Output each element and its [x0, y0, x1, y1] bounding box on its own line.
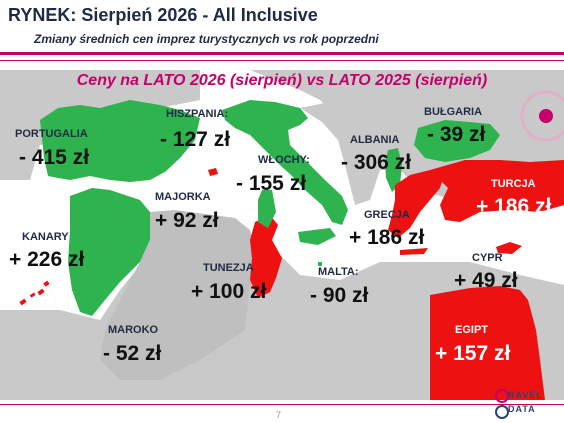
- logo-text-line2: DATA: [508, 404, 536, 414]
- region-value-bulgaria: - 39 zł: [427, 123, 486, 146]
- region-label-tunezja: TUNEZJA: [203, 262, 254, 274]
- region-value-hiszpania: - 127 zł: [160, 128, 231, 151]
- region-label-grecja: GRECJA: [364, 209, 410, 221]
- region-label-egipt: EGIPT: [455, 324, 489, 336]
- logo-mark-icon: [495, 389, 509, 419]
- page-title: RYNEK: Sierpień 2026 - All Inclusive: [8, 5, 318, 25]
- egypt-map: [430, 286, 545, 400]
- decoration-ring: [520, 90, 564, 142]
- morocco-map: [68, 188, 150, 316]
- portugal-map: [40, 118, 58, 178]
- region-value-tunezja: + 100 zł: [191, 280, 267, 303]
- region-label-albania: ALBANIA: [350, 134, 400, 146]
- region-label-turcja: TURCJA: [491, 178, 536, 190]
- region-label-hiszpania: HISZPANIA:: [166, 108, 229, 120]
- region-value-albania: - 306 zł: [341, 151, 412, 174]
- sicily-map: [298, 228, 336, 245]
- iberia-map: [40, 100, 200, 182]
- map-subtitle: Ceny na LATO 2026 (sierpień) vs LATO 202…: [76, 72, 488, 89]
- region-value-wlochy: - 155 zł: [236, 172, 307, 195]
- majorca-map: [208, 168, 218, 176]
- region-value-majorka: + 92 zł: [155, 209, 219, 232]
- canary-islands-map: [19, 280, 50, 306]
- region-label-portugalia: PORTUGALIA: [15, 128, 88, 140]
- footer-divider: [0, 404, 564, 405]
- region-value-grecja: + 186 zł: [349, 226, 425, 249]
- region-value-malta: - 90 zł: [310, 284, 369, 307]
- map: [0, 70, 564, 400]
- italy-map: [222, 100, 348, 225]
- region-value-egipt: + 157 zł: [435, 342, 511, 365]
- greece-map: [388, 170, 445, 238]
- albania-map: [385, 148, 402, 192]
- header-divider: [0, 52, 564, 55]
- balkans-map: [300, 98, 420, 205]
- region-label-majorka: MAJORKA: [155, 191, 211, 203]
- region-label-cypr: CYPR: [472, 252, 503, 264]
- tunisia-map: [250, 215, 282, 298]
- region-value-cypr: + 49 zł: [454, 269, 518, 292]
- region-value-maroko: - 52 zł: [103, 342, 162, 365]
- travel-data-logo: RAVEL DATA: [494, 388, 554, 420]
- region-label-kanary: KANARY: [22, 231, 69, 243]
- north-africa-map: [100, 210, 255, 380]
- cyprus-map: [496, 242, 522, 254]
- header-divider-thin: [0, 60, 564, 61]
- logo-text-line1: RAVEL: [508, 390, 543, 400]
- crete-map: [400, 248, 428, 255]
- region-label-bulgaria: BUŁGARIA: [424, 106, 483, 118]
- decoration-dot: [539, 109, 553, 123]
- map-svg: [0, 70, 564, 400]
- region-value-portugalia: - 415 zł: [19, 146, 90, 169]
- page-subtitle: Zmiany średnich cen imprez turystycznych…: [34, 32, 379, 46]
- region-label-malta: MALTA:: [318, 266, 359, 278]
- page-number: 7: [276, 410, 282, 420]
- malta-map: [318, 262, 322, 266]
- sardinia-map: [258, 190, 276, 228]
- region-value-kanary: + 226 zł: [9, 248, 85, 271]
- turkey-map: [430, 160, 564, 222]
- region-label-maroko: MAROKO: [108, 324, 159, 336]
- region-value-turcja: + 186 zł: [476, 195, 552, 218]
- bulgaria-map: [414, 120, 500, 162]
- region-label-wlochy: WŁOCHY:: [258, 154, 310, 166]
